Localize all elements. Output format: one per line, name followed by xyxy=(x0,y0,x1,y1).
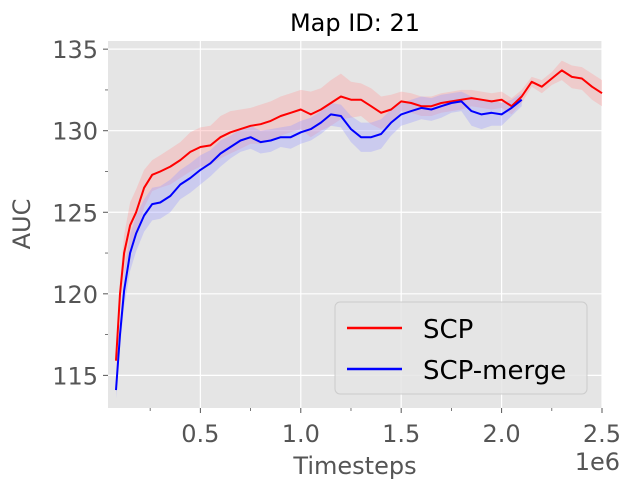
x-offset-label: 1e6 xyxy=(575,448,620,476)
legend: SCP SCP-merge xyxy=(334,301,588,395)
y-tick-label: 130 xyxy=(52,118,98,146)
line-scp xyxy=(115,69,603,361)
y-tick-label: 135 xyxy=(52,36,98,64)
legend-box xyxy=(334,301,588,395)
legend-label-scp: SCP xyxy=(423,315,473,345)
y-tick-label: 115 xyxy=(52,362,98,390)
series-lines xyxy=(115,69,603,391)
chart-title: Map ID: 21 xyxy=(290,9,420,37)
confidence-bands xyxy=(116,60,602,399)
x-tick-label: 1.5 xyxy=(382,420,420,448)
axis-ticks: 0.5 1.0 1.5 2.0 2.5 115 120 125 130 135 xyxy=(52,36,621,448)
legend-label-scp-merge: SCP-merge xyxy=(423,356,566,386)
y-tick-label: 120 xyxy=(52,281,98,309)
y-axis-label: AUC xyxy=(8,199,36,250)
line-scp-merge xyxy=(115,98,523,391)
x-axis-label: Timesteps xyxy=(292,452,416,480)
x-tick-label: 2.5 xyxy=(583,420,621,448)
y-tick-label: 125 xyxy=(52,199,98,227)
band-scp-merge xyxy=(116,91,522,399)
x-tick-label: 2.0 xyxy=(483,420,521,448)
band-scp xyxy=(116,60,602,371)
x-tick-label: 1.0 xyxy=(282,420,320,448)
x-tick-label: 0.5 xyxy=(181,420,219,448)
